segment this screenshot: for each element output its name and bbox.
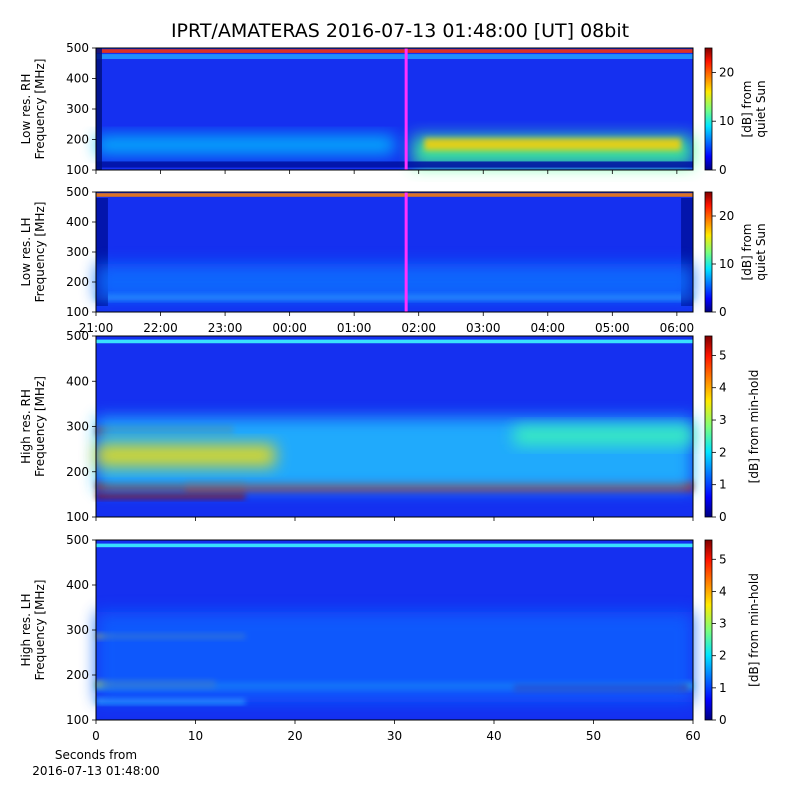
colorbar-tick-label: 5 — [719, 348, 727, 362]
colorbar-tick-label: 4 — [719, 584, 727, 598]
y-axis-label: Frequency [MHz] — [33, 202, 47, 303]
colorbar-tick-label: 10 — [719, 114, 734, 128]
spectrogram-texture — [96, 198, 108, 306]
x-tick-label: 20 — [287, 729, 302, 743]
y-tick-label: 500 — [66, 329, 89, 343]
x-tick-label: 10 — [188, 729, 203, 743]
spectrogram-texture — [513, 426, 693, 445]
colorbar-label: [dB] from min-hold — [747, 370, 761, 484]
colorbar-tick-label: 2 — [719, 445, 727, 459]
colorbar-tick-label: 20 — [719, 209, 734, 223]
y-tick-label: 300 — [66, 623, 89, 637]
x-axis-label: 2016-07-13 01:48:00 — [32, 764, 159, 778]
colorbar-label: [dB] from — [740, 81, 754, 138]
x-tick-label: 06:00 — [660, 321, 695, 335]
y-tick-label: 400 — [66, 215, 89, 229]
spectrogram-texture — [96, 193, 693, 197]
x-axis-label: Seconds from — [55, 748, 137, 762]
spectrogram-texture — [96, 543, 693, 548]
y-tick-label: 500 — [66, 185, 89, 199]
y-tick-label: 200 — [66, 668, 89, 682]
y-tick-label: 100 — [66, 510, 89, 524]
colorbar-tick-label: 0 — [719, 163, 727, 177]
spectrogram-texture — [96, 161, 693, 168]
time-marker — [404, 192, 408, 312]
spectrogram-texture — [681, 198, 693, 306]
colorbar — [704, 47, 713, 171]
colorbar — [704, 335, 713, 518]
y-tick-label: 400 — [66, 374, 89, 388]
y-tick-label: 300 — [66, 245, 89, 259]
colorbar-tick-label: 0 — [719, 713, 727, 727]
colorbar-tick-label: 20 — [719, 65, 734, 79]
y-tick-label: 100 — [66, 713, 89, 727]
colorbar-label: quiet Sun — [754, 80, 768, 137]
colorbar-label: quiet Sun — [754, 223, 768, 280]
colorbar-tick-label: 0 — [719, 305, 727, 319]
x-tick-label: 05:00 — [595, 321, 630, 335]
colorbar-tick-label: 3 — [719, 413, 727, 427]
y-axis-label: High res. LH — [19, 593, 33, 666]
x-tick-label: 30 — [387, 729, 402, 743]
spectrogram-texture — [424, 138, 682, 151]
spectrogram — [96, 336, 694, 517]
x-tick-label: 00:00 — [272, 321, 307, 335]
spectrogram-texture — [96, 264, 693, 300]
spectrogram-texture — [96, 54, 693, 59]
spectrogram-texture — [96, 48, 102, 170]
x-tick-label: 0 — [92, 729, 100, 743]
y-axis-label: Frequency [MHz] — [33, 376, 47, 477]
x-tick-label: 21:00 — [79, 321, 114, 335]
colorbar-tick-label: 1 — [719, 681, 727, 695]
chart-title: IPRT/AMATERAS 2016-07-13 01:48:00 [UT] 0… — [171, 20, 629, 42]
x-tick-label: 01:00 — [337, 321, 372, 335]
colorbar-label: [dB] from min-hold — [747, 573, 761, 687]
y-tick-label: 400 — [66, 72, 89, 86]
colorbar-tick-label: 1 — [719, 478, 727, 492]
x-tick-label: 04:00 — [530, 321, 565, 335]
x-tick-label: 40 — [486, 729, 501, 743]
spectrogram-texture — [96, 444, 276, 467]
colorbar-tick-label: 4 — [719, 381, 727, 395]
colorbar-tick-label: 0 — [719, 510, 727, 524]
colorbar-tick-label: 5 — [719, 552, 727, 566]
spectrogram-texture — [96, 135, 395, 155]
x-tick-label: 02:00 — [401, 321, 436, 335]
colorbar-tick-label: 10 — [719, 257, 734, 271]
x-tick-label: 22:00 — [143, 321, 178, 335]
y-axis-label: Frequency [MHz] — [33, 59, 47, 160]
y-tick-label: 500 — [66, 533, 89, 547]
spectrogram — [96, 540, 693, 720]
spectrogram — [96, 192, 693, 312]
x-tick-label: 03:00 — [466, 321, 501, 335]
y-tick-label: 300 — [66, 420, 89, 434]
y-axis-label: Frequency [MHz] — [33, 580, 47, 681]
spectrogram-texture — [96, 49, 693, 53]
x-tick-label: 60 — [685, 729, 700, 743]
y-axis-label: Low res. LH — [19, 217, 33, 286]
y-tick-label: 200 — [66, 275, 89, 289]
spectrogram — [96, 48, 693, 170]
spectrogram-texture — [96, 493, 246, 499]
y-tick-label: 400 — [66, 578, 89, 592]
colorbar — [704, 539, 713, 721]
spectrogram-texture — [96, 612, 693, 702]
x-tick-label: 23:00 — [208, 321, 243, 335]
colorbar-tick-label: 3 — [719, 617, 727, 631]
x-tick-label: 50 — [586, 729, 601, 743]
y-axis-label: High res. RH — [19, 389, 33, 464]
colorbar-tick-label: 2 — [719, 649, 727, 663]
y-tick-label: 100 — [66, 163, 89, 177]
y-tick-label: 200 — [66, 133, 89, 147]
y-tick-label: 200 — [66, 465, 89, 479]
y-tick-label: 300 — [66, 102, 89, 116]
y-tick-label: 500 — [66, 41, 89, 55]
spectrogram-texture — [96, 339, 693, 344]
colorbar — [704, 191, 713, 313]
y-tick-label: 100 — [66, 305, 89, 319]
y-axis-label: Low res. RH — [19, 74, 33, 145]
time-marker — [404, 48, 408, 170]
colorbar-label: [dB] from — [740, 224, 754, 281]
